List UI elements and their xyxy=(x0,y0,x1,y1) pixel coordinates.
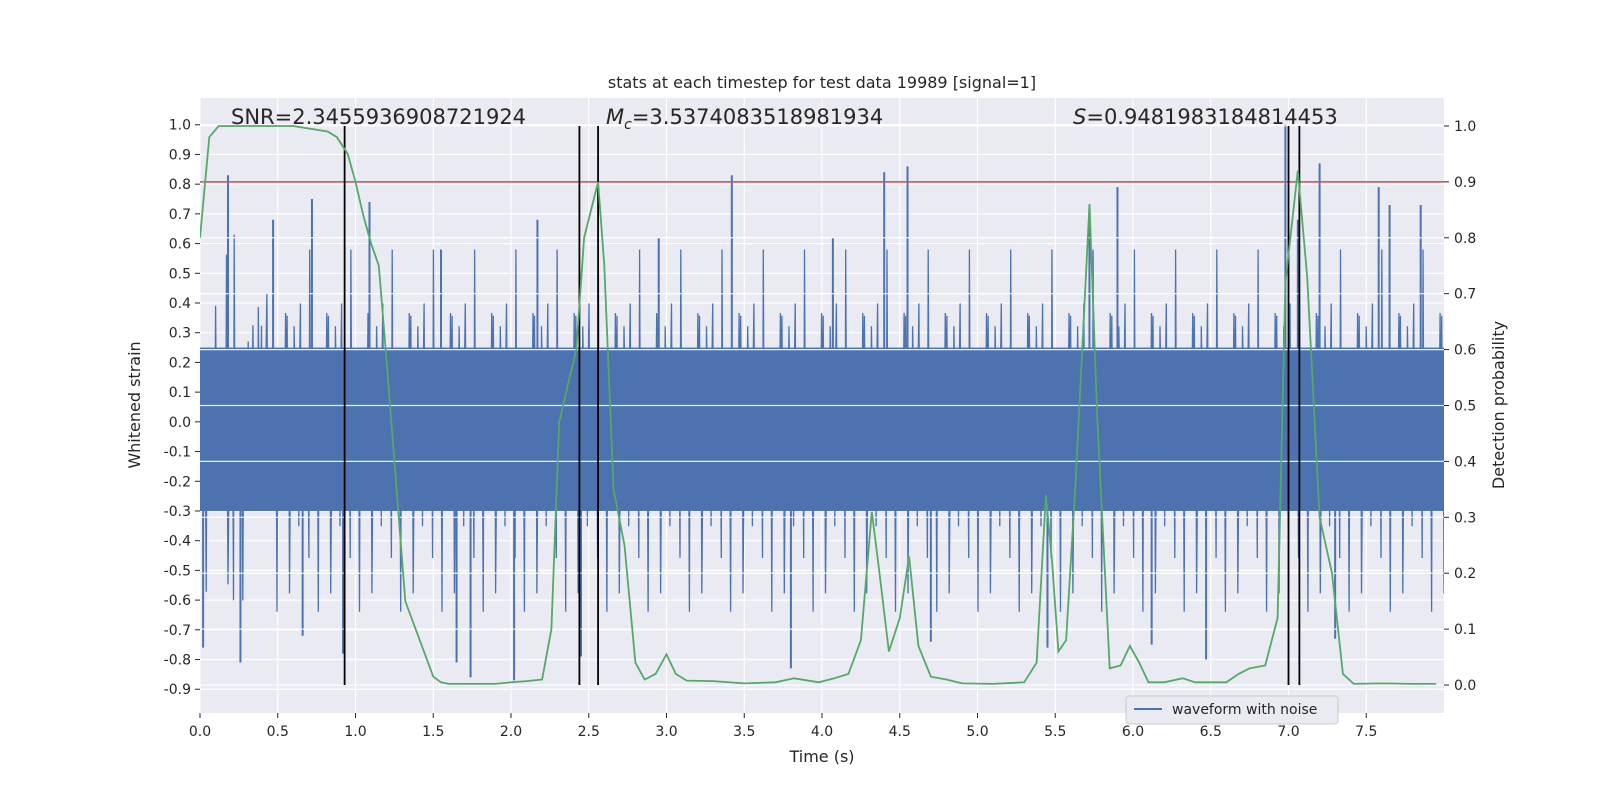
snr-annotation: SNR=2.3455936908721924 xyxy=(231,105,526,129)
y-tick-label: -0.8 xyxy=(164,653,191,669)
x-tick-label: 4.5 xyxy=(889,724,911,740)
y-tick-label: -0.4 xyxy=(164,534,191,550)
vertical-markers xyxy=(343,125,1301,686)
s-annotation: S=0.9481983184814453 xyxy=(1073,105,1338,129)
x-tick-label: 3.0 xyxy=(655,724,677,740)
y2-tick-label: 0.5 xyxy=(1454,399,1476,415)
x-tick-label: 0.5 xyxy=(267,724,289,740)
y2-tick-label: 0.2 xyxy=(1454,566,1476,582)
y-tick-label: 0.6 xyxy=(169,237,191,253)
y-axis-label: Whitened strain xyxy=(125,341,144,468)
chirp-mass-annotation: Mc=3.5374083518981934 xyxy=(606,105,883,133)
y-tick-label: 0.1 xyxy=(169,385,191,401)
x-tick-label: 2.0 xyxy=(500,724,522,740)
x-tick-label: 5.0 xyxy=(966,724,988,740)
x-tick-label: 4.0 xyxy=(811,724,833,740)
y-tick-label: -0.3 xyxy=(164,504,191,520)
y-tick-label: 0.2 xyxy=(169,355,191,371)
y-tick-label: -0.7 xyxy=(164,623,191,639)
x-tick-label: 6.0 xyxy=(1122,724,1144,740)
y-tick-label: 0.5 xyxy=(169,266,191,282)
chirp-mass-value: =3.5374083518981934 xyxy=(632,105,883,129)
x-tick-label: 2.5 xyxy=(578,724,600,740)
y-tick-label: -0.2 xyxy=(164,474,191,490)
s-value: =0.9481983184814453 xyxy=(1086,105,1337,129)
y2-tick-label: 0.9 xyxy=(1454,175,1476,191)
x-tick-label: 0.0 xyxy=(189,724,211,740)
y2-tick-label: 0.6 xyxy=(1454,343,1476,359)
x-tick-label: 1.0 xyxy=(344,724,366,740)
y-axis-right-ticks: 1.0 0.9 0.8 0.7 0.6 0.5 0.4 0.3 0.2 0.1 0.0 xyxy=(1444,119,1476,694)
y2-tick-label: 0.3 xyxy=(1454,510,1476,526)
x-tick-label: 6.5 xyxy=(1200,724,1222,740)
detection-probability-line xyxy=(200,125,1437,685)
s-symbol: S xyxy=(1073,105,1086,129)
y2-axis-label: Detection probability xyxy=(1489,321,1508,489)
y-tick-label: 0.8 xyxy=(169,177,191,193)
y2-tick-label: 0.8 xyxy=(1454,231,1476,247)
y-tick-label: 0.4 xyxy=(169,296,191,312)
waveform-series xyxy=(200,124,1444,686)
plot-clip xyxy=(200,124,1444,686)
x-tick-label: 7.5 xyxy=(1355,724,1377,740)
chirp-mass-symbol: M xyxy=(606,105,624,129)
y-tick-label: 0.9 xyxy=(169,147,191,163)
y-tick-label: -0.5 xyxy=(164,563,191,579)
y-tick-label: 0.3 xyxy=(169,326,191,342)
y2-tick-label: 0.1 xyxy=(1454,622,1476,638)
x-tick-label: 1.5 xyxy=(422,724,444,740)
y2-tick-label: 0.7 xyxy=(1454,287,1476,303)
x-tick-label: 3.5 xyxy=(733,724,755,740)
y-tick-label: 0.7 xyxy=(169,207,191,223)
legend: waveform with noise xyxy=(1125,695,1339,725)
y-tick-label: -0.9 xyxy=(164,682,191,698)
waveform-dense-band xyxy=(200,347,1444,511)
x-axis-ticks: 0.0 0.5 1.0 1.5 2.0 2.5 3.0 3.5 4.0 4.5 5.0 5.5 6.0 6… xyxy=(189,713,1377,740)
chart-title: stats at each timestep for test data 199… xyxy=(608,73,1036,92)
x-axis-label: Time (s) xyxy=(788,747,854,766)
chirp-mass-subscript: c xyxy=(624,117,632,133)
legend-entry: waveform with noise xyxy=(1172,702,1317,718)
y2-tick-label: 0.4 xyxy=(1454,454,1476,470)
y-tick-label: 0.0 xyxy=(169,415,191,431)
y2-tick-label: 0.0 xyxy=(1454,678,1476,694)
y-tick-label: -0.1 xyxy=(164,445,191,461)
legend-box xyxy=(1125,695,1339,725)
y2-tick-label: 1.0 xyxy=(1454,119,1476,135)
x-tick-label: 5.5 xyxy=(1044,724,1066,740)
y-axis-left-ticks: 1.0 0.9 0.8 0.7 0.6 0.5 0.4 0.3 0.2 0.1 0.0 -0.1 -0.… xyxy=(164,118,200,698)
y-tick-label: 1.0 xyxy=(169,118,191,134)
y-tick-label: -0.6 xyxy=(164,593,191,609)
x-tick-label: 7.0 xyxy=(1277,724,1299,740)
